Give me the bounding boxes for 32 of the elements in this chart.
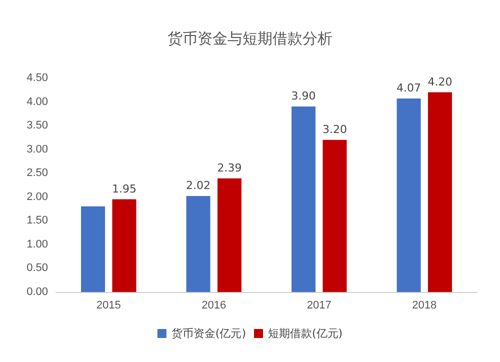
data-label: 4.07 xyxy=(396,81,422,94)
y-tick-label: 4.00 xyxy=(26,96,48,108)
y-tick-label: 3.50 xyxy=(26,120,48,132)
bar xyxy=(186,196,210,292)
bar xyxy=(428,92,452,292)
data-label: 3.90 xyxy=(291,90,316,103)
y-tick-label: 3.00 xyxy=(26,143,48,156)
data-label: 3.20 xyxy=(322,122,347,136)
bar xyxy=(217,178,242,292)
x-tick-label: 2016 xyxy=(202,300,226,312)
y-tick-label: 1.00 xyxy=(26,238,48,250)
x-tick-label: 2018 xyxy=(412,300,437,312)
x-tick-label: 2017 xyxy=(306,300,332,312)
y-tick-label: 0.00 xyxy=(26,286,48,298)
bar xyxy=(322,140,347,292)
legend-label: 短期借款(亿元) xyxy=(268,327,343,340)
bar xyxy=(396,98,421,292)
bar xyxy=(292,106,316,292)
chart-title: 货币资金与短期借款分析 xyxy=(168,30,332,48)
bar xyxy=(112,199,136,292)
y-tick-label: 4.50 xyxy=(26,72,48,84)
data-label: 1.95 xyxy=(112,182,136,196)
y-tick-label: 2.00 xyxy=(26,190,48,203)
data-label: 4.20 xyxy=(428,75,452,88)
x-tick-label: 2015 xyxy=(96,300,121,312)
bar xyxy=(81,206,106,292)
y-tick-label: 0.50 xyxy=(26,262,48,274)
legend-label: 货币资金(亿元) xyxy=(171,327,246,340)
data-label: 2.02 xyxy=(186,178,211,192)
y-tick-label: 2.50 xyxy=(26,167,48,180)
y-tick-label: 1.50 xyxy=(26,214,48,227)
data-label: 2.39 xyxy=(217,161,242,174)
